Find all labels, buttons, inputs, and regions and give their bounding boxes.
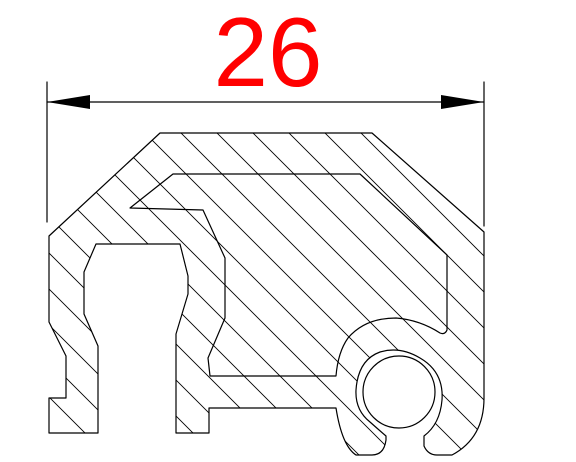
hatch-line (471, 133, 484, 455)
hatch-line (435, 133, 484, 455)
hatch-line (544, 100, 576, 462)
bore-circle (362, 355, 436, 429)
hatch-line (255, 133, 484, 455)
arrow-right-icon (441, 95, 484, 109)
hatch-line (49, 133, 189, 455)
hatch-line (111, 133, 484, 455)
hatch-line (49, 133, 153, 455)
hatch-line (0, 100, 8, 462)
hatch-line (0, 100, 44, 462)
dimension-value: 26 (213, 0, 322, 107)
hatch-line (327, 133, 484, 455)
dimension: 26 (46, 0, 485, 227)
hatch-line (508, 100, 576, 462)
profile-outer-contour (48, 132, 485, 456)
hatch-line (49, 133, 81, 455)
hatch-line (291, 133, 484, 455)
hatch-line (49, 133, 225, 455)
hatch-line (399, 133, 484, 455)
profile-inner-cavity (129, 173, 448, 377)
hatch-line (219, 133, 484, 455)
hatch-line (183, 133, 484, 455)
arrow-left-icon (47, 95, 90, 109)
